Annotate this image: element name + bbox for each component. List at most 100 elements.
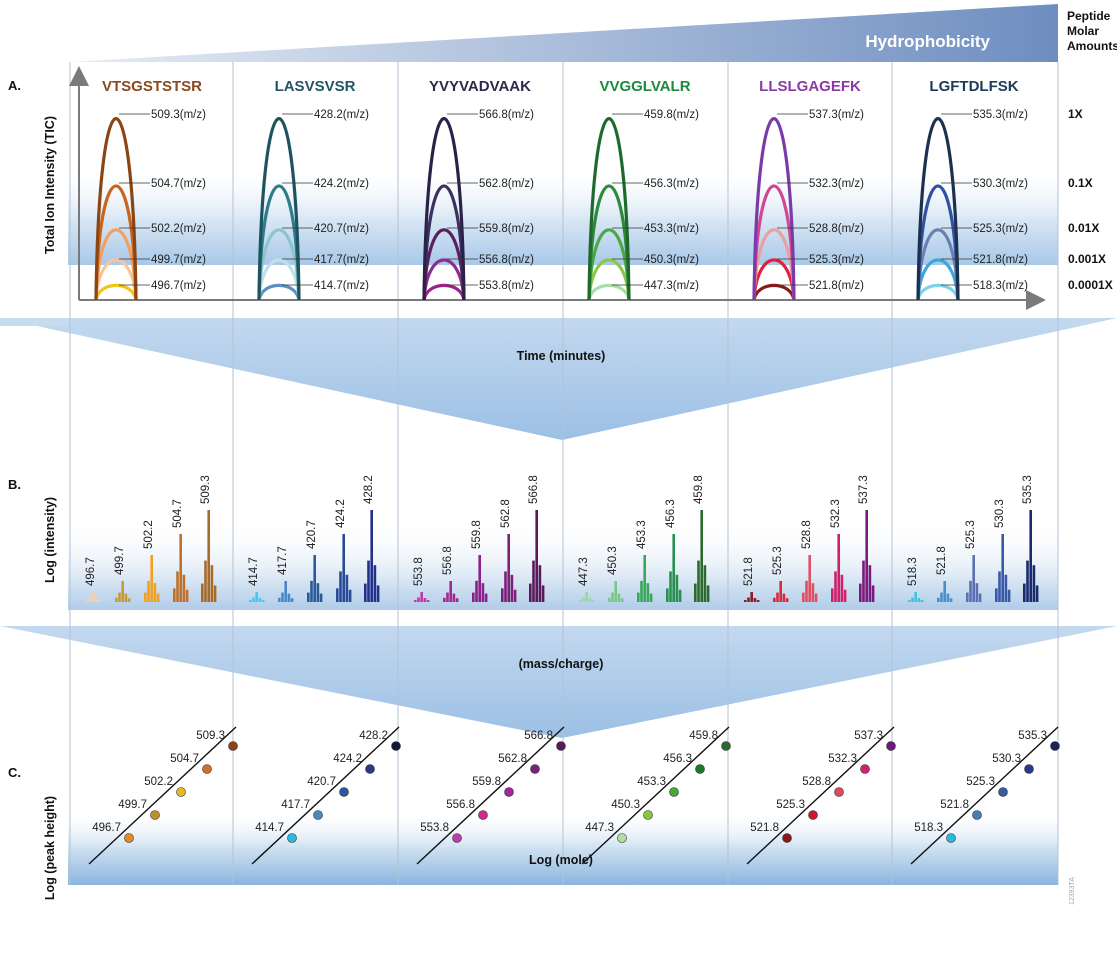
scatter-point [530,764,540,774]
peak-mz-label: 420.7(m/z) [314,223,369,235]
peak-mz-label: 553.8(m/z) [479,280,534,292]
ms-bar [1032,565,1036,602]
ms-bar [156,593,160,602]
peak-mz-label: 509.3(m/z) [151,109,206,121]
peak-mz-label: 447.3(m/z) [644,280,699,292]
ms-bar [591,600,595,602]
ms-bar [700,510,703,602]
peptide-title: LASVSVSR [275,78,356,95]
peak-mz-label: 535.3(m/z) [973,109,1028,121]
figure-code: 12393TA [1069,877,1076,905]
ms-bar-label: 559.8 [471,520,483,549]
peak-mz-label: 556.8(m/z) [479,254,534,266]
ms-bar [336,588,339,602]
ms-bar [342,534,345,602]
ms-bar [862,560,865,602]
scatter-point-label: 509.3 [196,730,225,742]
peak-mz-label: 521.8(m/z) [973,254,1028,266]
tic-peak-curve [752,258,796,301]
a-x-label: Time (minutes) [517,349,606,363]
ms-bar [940,592,943,602]
ms-bar [1035,585,1039,602]
ms-bar [744,600,747,602]
ms-bar [697,560,700,602]
ms-bar [678,589,682,602]
ms-bar-label: 417.7 [277,546,289,575]
peak-mz-label: 456.3(m/z) [644,178,699,190]
scatter-point [313,810,323,820]
peak-mz-label: 496.7(m/z) [151,280,206,292]
peptide-title: VTSGSTSTSR [102,78,202,95]
panel-a: VTSGSTSTSR 509.3(m/z) 504.7(m/z) 502.2(m/z)… [94,78,1028,301]
ms-bar-label: 530.3 [994,499,1006,528]
ms-bar [649,593,653,602]
ms-bar [455,598,459,602]
ms-bar [995,588,998,602]
tic-peak-curve [752,283,796,301]
tic-peak-curve [257,283,301,301]
ms-bar [449,581,452,602]
ms-bar [316,583,320,602]
ms-bar [420,592,423,602]
ms-bar-label: 504.7 [172,499,184,528]
ms-bar [452,593,456,602]
ms-bar-label: 450.3 [607,546,619,575]
ms-bar [339,571,342,602]
scatter-point-label: 499.7 [118,799,147,811]
ms-bar [859,583,862,602]
scatter-point-label: 521.8 [940,799,969,811]
scatter-point-label: 459.8 [689,730,718,742]
ms-bar [92,592,95,602]
ms-bar-label: 502.2 [143,520,155,549]
scatter-point-label: 562.8 [498,753,527,765]
ms-bar [255,592,258,602]
regression-line [746,726,895,865]
ms-bar-label: 459.8 [693,475,705,504]
ms-bar [703,565,707,602]
funnel-a-left [0,318,68,326]
ms-bar [868,565,872,602]
ms-bar [95,598,99,602]
ms-bar [608,597,611,602]
ms-bar [153,583,157,602]
peak-mz-label: 530.3(m/z) [973,178,1028,190]
peak-mz-label: 453.3(m/z) [644,223,699,235]
b-y-label: Log (intensity) [43,497,57,583]
ms-bar [640,580,643,602]
ms-bar [611,592,614,602]
molar-level-label: 0.1X [1068,176,1093,190]
ms-bar [943,581,946,602]
peak-mz-label: 559.8(m/z) [479,223,534,235]
ms-bar [865,510,868,602]
ms-bar-label: 553.8 [413,557,425,586]
ms-bar [672,534,675,602]
ms-bar-label: 521.8 [936,546,948,575]
ms-bar-label: 453.3 [636,520,648,549]
ms-bar [370,510,373,602]
peak-mz-label: 521.8(m/z) [809,280,864,292]
tic-peak-curve [422,283,466,301]
molar-levels: 1X 0.1X 0.01X 0.001X 0.0001X [1068,107,1113,292]
ms-bar [779,581,782,602]
ms-bar [669,571,672,602]
ms-bar-label: 566.8 [528,475,540,504]
ms-bar [252,597,255,602]
panel-c: 496.7 499.7 502.2 504.7 509.3 414.7 417.7 420.7… [88,726,1060,865]
scatter-point-label: 504.7 [170,753,199,765]
ms-bar-label: 509.3 [200,475,212,504]
ms-bar-label: 562.8 [500,499,512,528]
scatter-point [228,741,238,751]
scatter-point-label: 525.3 [966,776,995,788]
ms-bar-label: 535.3 [1022,475,1034,504]
ms-bar [920,600,924,602]
ms-bar-label: 525.3 [772,546,784,575]
ms-bar [185,589,189,602]
molar-title-3: Amounts [1067,39,1117,53]
ms-bar [284,581,287,602]
ms-bar [319,593,323,602]
peak-mz-label: 424.2(m/z) [314,178,369,190]
hydrophobicity-label: Hydrophobicity [865,32,990,51]
ms-bar [124,593,128,602]
ms-bar [831,588,834,602]
